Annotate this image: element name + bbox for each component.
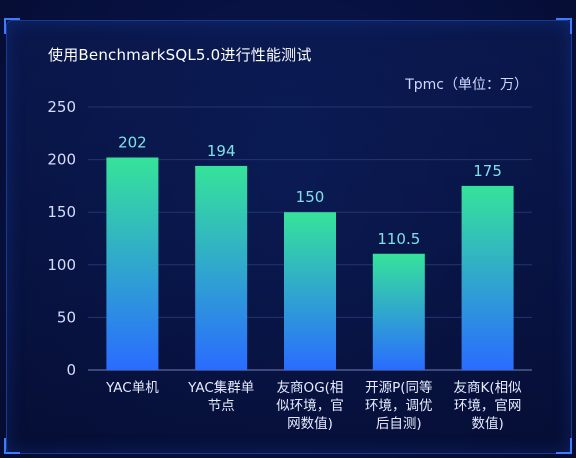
x-category-label: 友商K(相似环境，官网数值) (454, 380, 523, 432)
y-tick-label: 100 (47, 256, 76, 274)
bar-value-label: 110.5 (377, 230, 420, 248)
x-category-label: 开源P(同等环境，调优后自测) (365, 379, 433, 432)
y-axis-ticks: 0 50 100 150 200 250 (47, 98, 76, 379)
y-tick-label: 0 (66, 361, 76, 379)
panel-corner-top-right (556, 18, 572, 34)
panel-corner-top-left (4, 18, 20, 34)
y-tick-label: 150 (47, 203, 76, 221)
chart-title: 使用BenchmarkSQL5.0进行性能测试 (48, 46, 312, 64)
x-category-label: YAC单机 (105, 380, 159, 396)
bar (461, 185, 514, 370)
panel-corner-bottom-right (556, 438, 572, 454)
y-axis-unit-label: Tpmc（单位：万） (405, 77, 528, 93)
x-category-label: YAC集群单节点 (187, 380, 254, 414)
bar-value-label: 194 (207, 142, 236, 160)
bar-value-label: 202 (118, 133, 147, 151)
y-tick-label: 200 (47, 151, 76, 169)
bar-value-label: 150 (296, 188, 325, 206)
panel-corner-bottom-left (4, 438, 20, 454)
bar-value-label: 175 (473, 162, 502, 180)
bar (284, 212, 336, 370)
y-tick-label: 250 (47, 98, 76, 116)
x-category-label: 友商OG(相似环境，官网数值) (276, 380, 344, 432)
bar (195, 165, 248, 370)
bars (106, 157, 514, 370)
y-tick-label: 50 (57, 308, 76, 326)
bar (106, 157, 159, 370)
value-labels: 202 194 150 110.5 175 (118, 133, 502, 247)
bar (372, 253, 425, 370)
